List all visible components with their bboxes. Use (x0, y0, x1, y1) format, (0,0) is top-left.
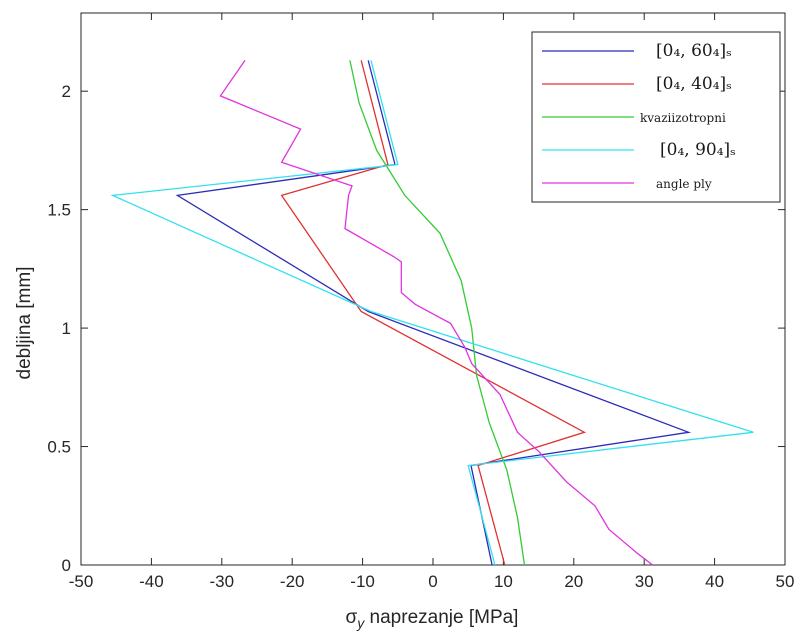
y-tick-label: 2 (62, 82, 71, 101)
x-tick-label: -50 (69, 572, 94, 591)
x-tick-label: 0 (428, 572, 437, 591)
y-tick-label: 1 (62, 319, 71, 338)
legend-label-3: kvaziizotropni (640, 111, 726, 125)
x-tick-label: -20 (280, 572, 305, 591)
x-label-subscript: y (356, 615, 365, 631)
y-tick-label: 0 (62, 556, 71, 575)
x-label-text: naprezanje [MPa] (364, 607, 518, 628)
x-tick-label: 30 (635, 572, 654, 591)
x-axis-label: σy naprezanje [MPa] (346, 607, 519, 631)
series-line-5 (219, 60, 653, 566)
legend: [0₄, 60₄]ₛ [0₄, 40₄]ₛ kvaziizotropni [0₄, 9… (531, 31, 781, 203)
legend-label-1: [0₄, 60₄]ₛ (656, 41, 732, 61)
y-tick-label: 0.5 (47, 438, 71, 457)
legend-label-5: angle ply (656, 177, 712, 191)
series-line-4 (110, 60, 754, 566)
x-tick-label: 10 (494, 572, 513, 591)
y-axis-label: debljina [mm] (14, 267, 35, 380)
series-line-3 (349, 60, 526, 566)
x-tick-label: -30 (210, 572, 235, 591)
x-tick-label: -40 (139, 572, 164, 591)
x-tick-label: 40 (705, 572, 724, 591)
x-tick-label: 50 (776, 572, 795, 591)
legend-label-4: [0₄, 90₄]ₛ (660, 140, 736, 160)
legend-label-2: [0₄, 40₄]ₛ (656, 74, 732, 94)
series-layer (110, 60, 754, 566)
series-line-2 (280, 60, 587, 566)
x-label-symbol: σ (346, 607, 358, 628)
axis-ticks: -50 -40 -30 -20 -10 0 10 20 30 40 50 0 0.5 1 1.5 2 (47, 13, 794, 591)
x-tick-label: 20 (564, 572, 583, 591)
x-tick-label: -10 (350, 572, 375, 591)
y-tick-label: 1.5 (47, 201, 71, 220)
